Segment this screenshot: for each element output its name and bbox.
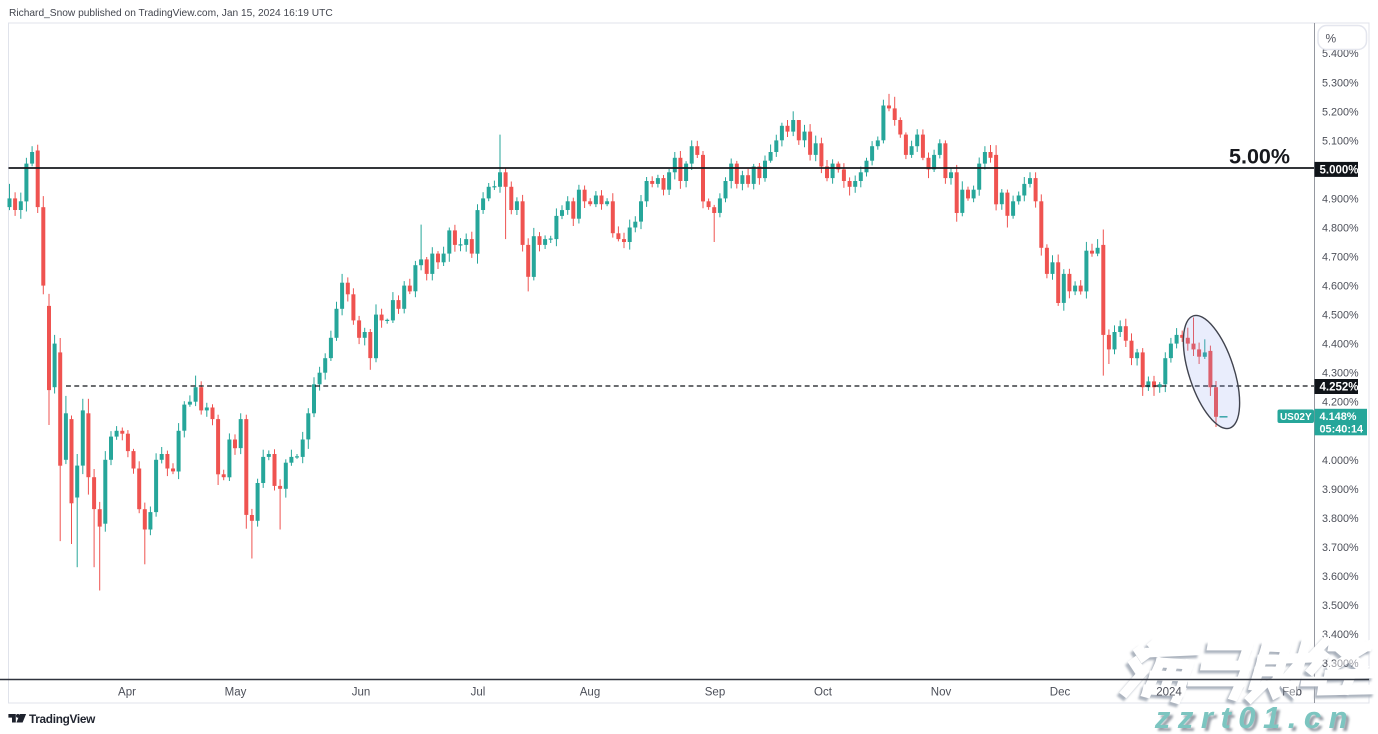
svg-text:4.800%: 4.800% (1322, 223, 1359, 235)
svg-text:4.500%: 4.500% (1322, 310, 1359, 322)
svg-text:Jun: Jun (352, 687, 371, 699)
svg-text:05:40:14: 05:40:14 (1320, 423, 1364, 435)
svg-text:Jul: Jul (471, 687, 486, 699)
svg-text:5.400%: 5.400% (1322, 48, 1359, 60)
svg-text:May: May (225, 687, 247, 699)
svg-text:2024: 2024 (1156, 687, 1182, 699)
svg-text:4.300%: 4.300% (1322, 368, 1359, 380)
svg-text:Dec: Dec (1050, 687, 1071, 699)
svg-text:Richard_Snow published on Trad: Richard_Snow published on TradingView.co… (9, 8, 333, 19)
svg-text:5.000%: 5.000% (1320, 164, 1359, 176)
svg-text:Nov: Nov (931, 687, 952, 699)
svg-text:3.900%: 3.900% (1322, 484, 1359, 496)
svg-text:4.700%: 4.700% (1322, 252, 1359, 264)
svg-text:3.700%: 3.700% (1322, 542, 1359, 554)
svg-text:Sep: Sep (705, 687, 725, 699)
svg-text:3.300%: 3.300% (1322, 658, 1359, 670)
svg-text:4.252%: 4.252% (1320, 382, 1359, 394)
svg-text:4.200%: 4.200% (1322, 397, 1359, 409)
svg-text:3.500%: 3.500% (1322, 600, 1359, 612)
svg-text:5.200%: 5.200% (1322, 106, 1359, 118)
svg-text:3.800%: 3.800% (1322, 513, 1359, 525)
svg-text:5.100%: 5.100% (1322, 135, 1359, 147)
svg-text:3.600%: 3.600% (1322, 571, 1359, 583)
svg-text:3.400%: 3.400% (1322, 629, 1359, 641)
svg-text:Aug: Aug (580, 687, 600, 699)
svg-text:%: % (1326, 32, 1337, 46)
svg-text:Oct: Oct (814, 687, 833, 699)
svg-text:4.900%: 4.900% (1322, 193, 1359, 205)
svg-text:4.400%: 4.400% (1322, 339, 1359, 351)
svg-text:US02Y: US02Y (1280, 412, 1312, 423)
svg-text:Apr: Apr (118, 687, 136, 699)
svg-text:4.600%: 4.600% (1322, 281, 1359, 293)
svg-text:5.00%: 5.00% (1229, 145, 1290, 169)
svg-text:TradingView: TradingView (29, 712, 96, 726)
svg-text:Feb: Feb (1282, 687, 1302, 699)
svg-text:zzrt01.cn: zzrt01.cn (1154, 700, 1355, 734)
svg-text:5.300%: 5.300% (1322, 77, 1359, 89)
svg-text:4.148%: 4.148% (1320, 411, 1357, 423)
svg-text:4.000%: 4.000% (1322, 455, 1359, 467)
